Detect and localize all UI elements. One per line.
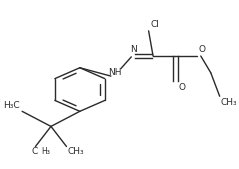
Text: H₃C: H₃C — [3, 101, 20, 111]
Text: N: N — [130, 45, 136, 54]
Text: O: O — [179, 83, 186, 92]
Text: H₃: H₃ — [41, 147, 50, 156]
Text: CH₃: CH₃ — [221, 98, 237, 107]
Text: NH: NH — [109, 68, 122, 77]
Text: Cl: Cl — [151, 20, 160, 29]
Text: C: C — [31, 147, 38, 156]
Text: O: O — [199, 45, 206, 54]
Text: CH₃: CH₃ — [68, 147, 84, 156]
